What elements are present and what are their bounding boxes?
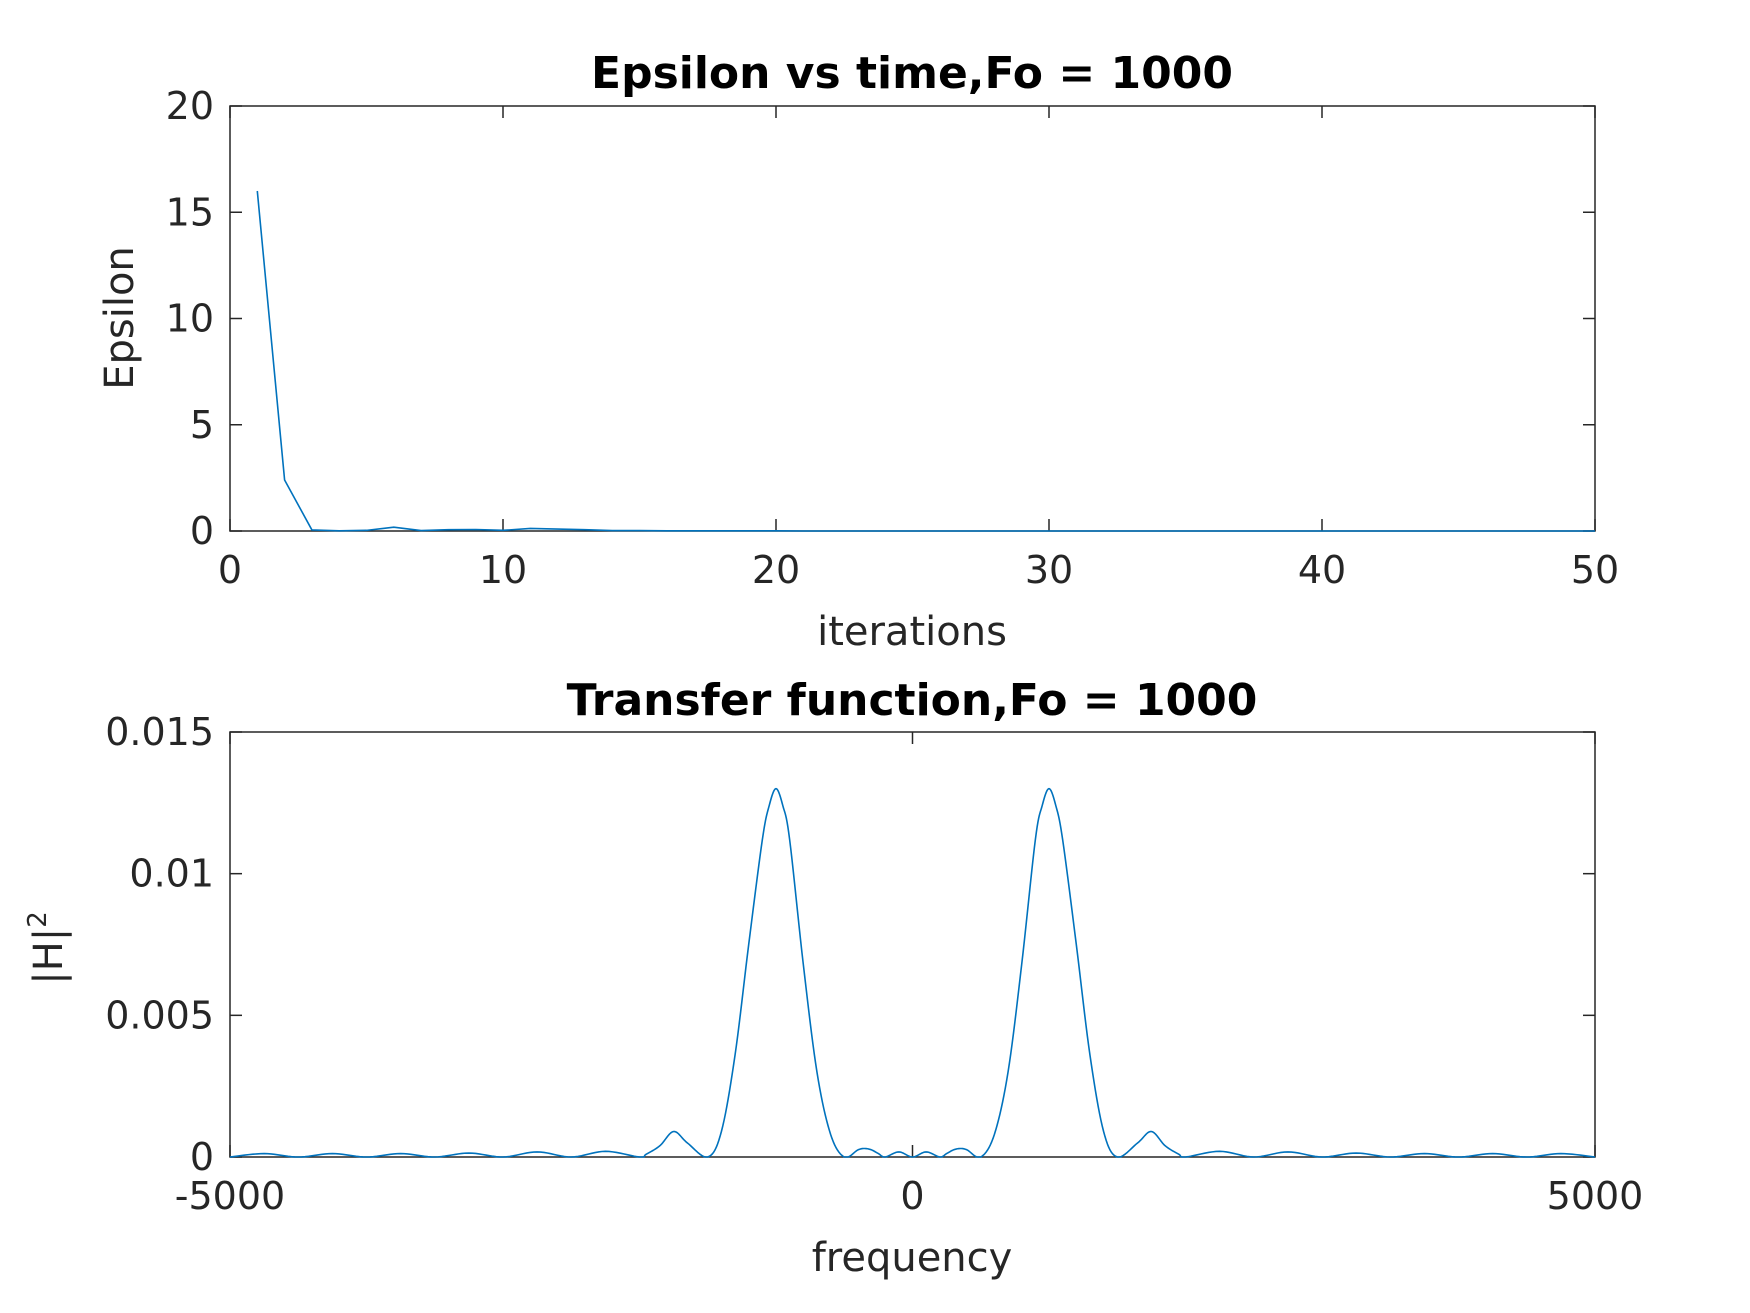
transfer-series-line (229, 787, 1596, 1158)
transfer-plot-xlabel: frequency (812, 1235, 1013, 1281)
transfer-xtick-label: 0 (900, 1174, 924, 1218)
epsilon-ytick-label: 20 (166, 84, 214, 128)
transfer-xtick-label: 5000 (1547, 1174, 1644, 1218)
transfer-ytick-label: 0.015 (105, 710, 214, 754)
epsilon-axes-box (229, 105, 1596, 532)
transfer-plot-ylabel-superscript: 2 (23, 911, 53, 928)
transfer-ytick-label: 0.01 (129, 852, 214, 896)
transfer-axes-box (229, 731, 1596, 1158)
transfer-xtick-label: -5000 (175, 1174, 285, 1218)
transfer-ytick-label: 0.005 (105, 993, 214, 1037)
epsilon-xtick-label: 20 (752, 548, 800, 592)
epsilon-ytick-label: 10 (166, 297, 214, 341)
epsilon-ytick-label: 15 (166, 190, 214, 234)
epsilon-series-line (256, 190, 1595, 532)
transfer-plot-ylabel: |H|2 (23, 911, 72, 985)
transfer-plot-title: Transfer function,Fo = 1000 (567, 675, 1258, 726)
epsilon-plot-ylabel: Epsilon (97, 246, 143, 390)
epsilon-plot-xlabel: iterations (817, 609, 1007, 655)
epsilon-plot: Epsilon vs time,Fo = 1000 iterations Eps… (97, 48, 1619, 655)
epsilon-ytick-label: 0 (190, 509, 214, 553)
transfer-ytick-label: 0 (190, 1135, 214, 1179)
epsilon-xtick-label: 30 (1025, 548, 1073, 592)
epsilon-xtick-label: 10 (479, 548, 527, 592)
epsilon-ytick-label: 5 (190, 403, 214, 447)
epsilon-xtick-label: 40 (1298, 548, 1346, 592)
epsilon-plot-title: Epsilon vs time,Fo = 1000 (591, 48, 1233, 99)
transfer-plot-ylabel-base: |H| (26, 928, 72, 985)
transfer-function-plot: Transfer function,Fo = 1000 frequency |H… (23, 675, 1643, 1281)
epsilon-xtick-label: 0 (218, 548, 242, 592)
epsilon-xtick-label: 50 (1571, 548, 1619, 592)
